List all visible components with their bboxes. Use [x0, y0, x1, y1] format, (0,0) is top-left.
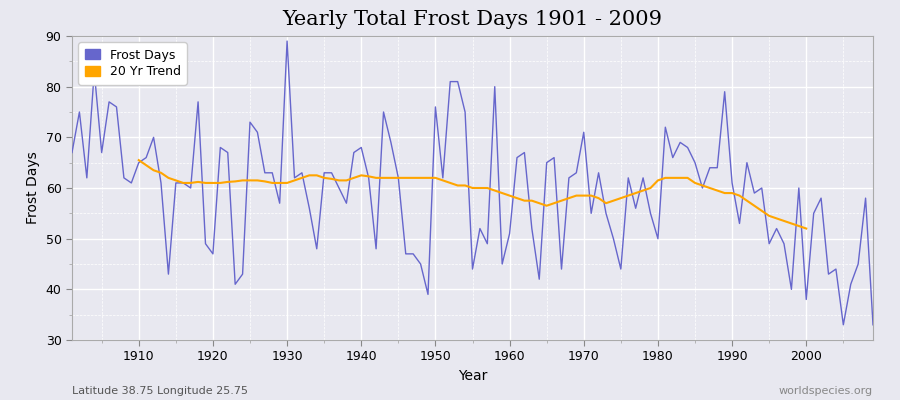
Y-axis label: Frost Days: Frost Days — [26, 152, 40, 224]
Line: 20 Yr Trend: 20 Yr Trend — [139, 160, 806, 228]
Frost Days — [126, 180, 137, 185]
20 Yr Trend — [304, 173, 315, 178]
20 Yr Trend — [133, 158, 144, 162]
Frost Days — [341, 201, 352, 206]
Text: worldspecies.org: worldspecies.org — [778, 386, 873, 396]
Title: Yearly Total Frost Days 1901 - 2009: Yearly Total Frost Days 1901 - 2009 — [283, 10, 662, 29]
Frost Days — [296, 170, 307, 175]
Frost Days — [511, 155, 522, 160]
20 Yr Trend — [801, 226, 812, 231]
Frost Days — [868, 322, 878, 327]
20 Yr Trend — [786, 221, 796, 226]
20 Yr Trend — [215, 180, 226, 185]
Frost Days — [504, 231, 515, 236]
Text: Latitude 38.75 Longitude 25.75: Latitude 38.75 Longitude 25.75 — [72, 386, 248, 396]
20 Yr Trend — [778, 218, 789, 223]
Line: Frost Days: Frost Days — [72, 41, 873, 325]
Frost Days — [838, 322, 849, 327]
20 Yr Trend — [697, 183, 707, 188]
Legend: Frost Days, 20 Yr Trend: Frost Days, 20 Yr Trend — [78, 42, 187, 84]
Frost Days — [67, 150, 77, 155]
X-axis label: Year: Year — [458, 369, 487, 383]
Frost Days — [282, 39, 292, 44]
Frost Days — [600, 211, 611, 216]
20 Yr Trend — [289, 178, 300, 183]
